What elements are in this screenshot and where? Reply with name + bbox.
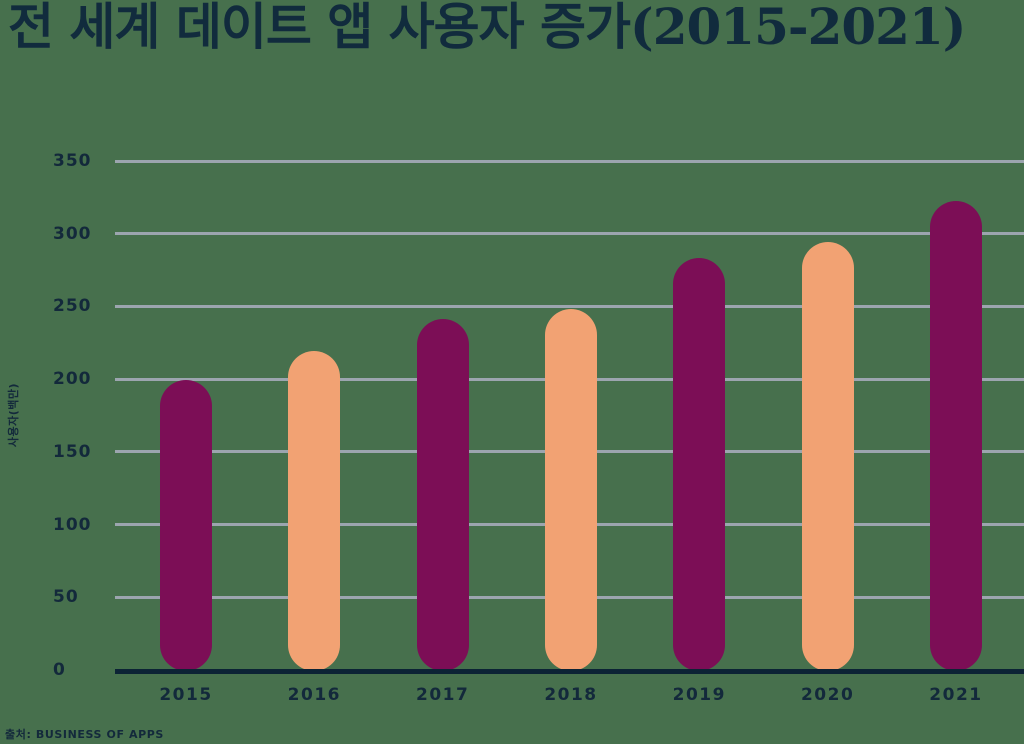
bar-2019: [673, 257, 726, 671]
x-tick-label-2015: 2015: [159, 685, 213, 705]
bar-2018: [544, 308, 597, 671]
y-tick-label-300: 300: [53, 223, 92, 244]
gridline-250: [115, 304, 1024, 308]
gridline-350: [115, 159, 1024, 163]
y-axis-title: 사용자(백만): [7, 382, 20, 448]
bar-2015: [160, 380, 212, 671]
bar-2016: [288, 351, 341, 671]
x-tick-label-2016: 2016: [287, 685, 341, 705]
y-tick-label-150: 150: [53, 441, 92, 462]
y-tick-label-50: 50: [53, 587, 79, 608]
x-tick-label-2017: 2017: [415, 685, 470, 705]
x-tick-label-2021: 2021: [929, 685, 983, 705]
y-tick-label-250: 250: [53, 296, 92, 317]
x-tick-label-2019: 2019: [672, 685, 726, 705]
x-tick-label-2020: 2020: [800, 685, 855, 705]
x-axis-line: [115, 669, 1024, 674]
source-note: 출처: BUSINESS OF APPS: [5, 728, 164, 741]
y-tick-label-100: 100: [53, 514, 92, 535]
bar-2021: [929, 201, 982, 671]
gridline-300: [115, 232, 1024, 236]
bar-2020: [801, 241, 854, 671]
y-tick-label-350: 350: [53, 151, 92, 171]
x-tick-label-2018: 2018: [544, 685, 598, 705]
bar-2017: [416, 319, 469, 671]
chart-title: 전 세계 데이트 앱 사용자 증가(2015-2021): [8, 0, 966, 56]
y-tick-label-0: 0: [53, 660, 66, 680]
y-tick-label-200: 200: [53, 369, 92, 390]
